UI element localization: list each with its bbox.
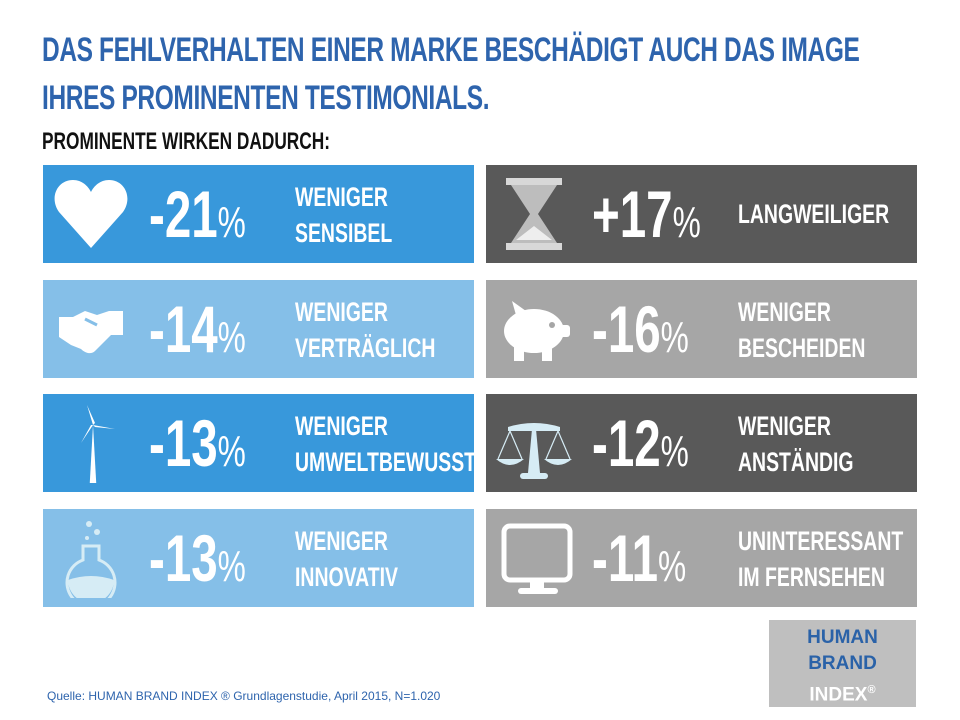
card-label: LANGWEILIGER bbox=[738, 199, 890, 229]
card-innovativ: -13% WENIGER INNOVATIV bbox=[43, 509, 474, 607]
logo-line-2: BRAND bbox=[808, 653, 877, 674]
card-label: WENIGER BESCHEIDEN bbox=[738, 297, 866, 363]
piggy-bank-icon bbox=[504, 301, 570, 361]
percentage-value: -16% bbox=[592, 292, 689, 366]
scales-icon bbox=[496, 423, 572, 479]
percentage-value: -13% bbox=[149, 521, 246, 595]
card-bescheiden: -16% WENIGER BESCHEIDEN bbox=[486, 280, 917, 378]
card-label: WENIGER UMWELTBEWUSST bbox=[295, 411, 477, 477]
card-label: WENIGER VERTRÄGLICH bbox=[295, 297, 436, 363]
logo-line-1: HUMAN bbox=[807, 627, 878, 648]
card-vertraeglich: -14% WENIGER VERTRÄGLICH bbox=[43, 280, 474, 378]
card-label: WENIGER SENSIBEL bbox=[295, 182, 393, 248]
percentage-value: -13% bbox=[149, 406, 246, 480]
monitor-icon bbox=[501, 523, 573, 594]
percentage-value: -11% bbox=[592, 521, 687, 595]
hourglass-icon bbox=[506, 178, 562, 250]
card-umweltbewusst: -13% WENIGER UMWELTBEWUSST bbox=[43, 394, 476, 492]
source-note: Quelle: HUMAN BRAND INDEX ® Grundlagenst… bbox=[47, 689, 441, 703]
title-line-2: IHRES PROMINENTEN TESTIMONIALS. bbox=[42, 79, 490, 117]
percentage-value: -14% bbox=[149, 292, 246, 366]
percentage-value: -12% bbox=[592, 406, 689, 480]
card-fernsehen: -11% UNINTERESSANT IM FERNSEHEN bbox=[486, 509, 917, 607]
heart-icon bbox=[54, 180, 128, 248]
card-langweiliger: +17% LANGWEILIGER bbox=[486, 165, 917, 263]
flask-icon bbox=[65, 521, 117, 598]
card-sensibel: -21% WENIGER SENSIBEL bbox=[43, 165, 474, 263]
human-brand-index-logo: HUMAN BRAND INDEX® bbox=[769, 620, 916, 707]
subtitle: PROMINENTE WIRKEN DADURCH: bbox=[42, 128, 330, 155]
card-label: UNINTERESSANT IM FERNSEHEN bbox=[738, 526, 904, 592]
card-anstaendig: -12% WENIGER ANSTÄNDIG bbox=[486, 394, 917, 492]
title-line-1: DAS FEHLVERHALTEN EINER MARKE BESCHÄDIGT… bbox=[42, 31, 860, 69]
percentage-value: -21% bbox=[149, 177, 246, 251]
percentage-value: +17% bbox=[592, 177, 701, 251]
card-label: WENIGER INNOVATIV bbox=[295, 526, 398, 592]
card-label: WENIGER ANSTÄNDIG bbox=[738, 411, 854, 477]
handshake-icon bbox=[59, 311, 123, 354]
wind-turbine-icon bbox=[81, 405, 115, 483]
logo-line-3: INDEX® bbox=[809, 684, 876, 706]
